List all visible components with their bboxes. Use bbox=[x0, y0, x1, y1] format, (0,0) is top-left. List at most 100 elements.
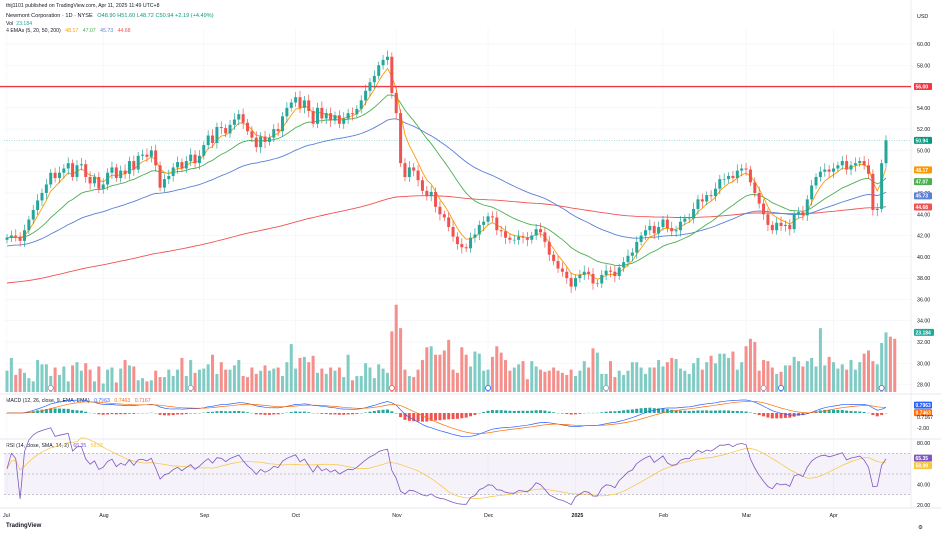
candle-body bbox=[114, 167, 118, 179]
candle-body bbox=[14, 235, 18, 237]
price-tick-label: 30.00 bbox=[917, 361, 930, 367]
candle-body bbox=[482, 221, 486, 225]
candle-body bbox=[372, 75, 376, 83]
macd-hist-bar bbox=[674, 410, 678, 413]
price-tick-label: 52.00 bbox=[917, 127, 930, 133]
candle-body bbox=[442, 214, 446, 218]
candle-body bbox=[342, 118, 346, 124]
candle-body bbox=[643, 230, 647, 236]
volume-legend[interactable]: Vol 23.184 bbox=[6, 21, 35, 27]
candle-body bbox=[797, 212, 801, 215]
volume-bar bbox=[818, 328, 822, 392]
volume-bar bbox=[604, 373, 608, 392]
candle-body bbox=[722, 179, 726, 180]
macd-hist-bar bbox=[84, 411, 88, 413]
macd-hist-bar bbox=[259, 413, 263, 415]
volume-bar bbox=[66, 381, 70, 392]
candle-body bbox=[44, 184, 48, 193]
event-marker-icon bbox=[603, 384, 610, 391]
macd-hist-bar bbox=[687, 410, 691, 413]
macd-hist-bar bbox=[705, 410, 709, 413]
volume-badge-label: 23.184 bbox=[916, 330, 932, 336]
ema-50-line bbox=[6, 118, 887, 247]
volume-bar bbox=[827, 356, 831, 392]
volume-bar bbox=[735, 369, 739, 392]
macd-hist-bar bbox=[832, 409, 836, 413]
price-tick-label: 36.00 bbox=[917, 297, 930, 303]
candle-body bbox=[337, 115, 341, 124]
macd-hist-bar bbox=[416, 413, 420, 422]
event-marker-icon bbox=[485, 384, 492, 391]
candle-body bbox=[591, 273, 595, 284]
volume-bar bbox=[613, 377, 617, 392]
candle-body bbox=[176, 162, 180, 168]
candle-body bbox=[368, 82, 372, 91]
candle-body bbox=[171, 167, 175, 176]
candle-body bbox=[858, 161, 862, 164]
macd-hist-bar bbox=[180, 413, 184, 415]
candle-body bbox=[455, 236, 459, 245]
macd-hist-bar bbox=[495, 410, 499, 413]
macd-hist-bar bbox=[438, 413, 442, 421]
rsi-badge bbox=[914, 462, 932, 470]
volume-bar bbox=[399, 328, 403, 392]
macd-hist-bar bbox=[613, 411, 617, 413]
price-badge bbox=[914, 178, 932, 186]
macd-hist-bar bbox=[132, 413, 136, 414]
volume-bar bbox=[114, 382, 118, 392]
volume-bar bbox=[849, 360, 853, 392]
grid bbox=[4, 28, 911, 500]
macd-hist-bar bbox=[657, 408, 661, 413]
volume-bar bbox=[307, 362, 311, 392]
volume-bar bbox=[858, 362, 862, 392]
candle-body bbox=[608, 270, 612, 272]
macd-legend[interactable]: MACD (12, 26, close, 9, EMA, EMA) 0.7963… bbox=[6, 398, 154, 404]
rsi-legend[interactable]: RSI (14, close, SMA, 14, 2) 65.35 58.09 bbox=[6, 443, 107, 449]
candle-body bbox=[801, 212, 805, 216]
macd-hist-bar bbox=[643, 407, 647, 413]
ema-5-line bbox=[6, 67, 887, 280]
macd-hist-bar bbox=[639, 408, 643, 413]
volume-bar bbox=[202, 368, 206, 392]
macd-hist-bar bbox=[298, 411, 302, 413]
volume-bar bbox=[709, 355, 713, 392]
candle-body bbox=[219, 126, 223, 129]
candle-body bbox=[687, 218, 691, 220]
volume-bar bbox=[464, 354, 468, 392]
volume-bar bbox=[259, 370, 263, 392]
price-badge bbox=[914, 203, 932, 211]
volume-bar bbox=[853, 369, 857, 392]
symbol-name[interactable]: Newmont Corporation · 1D · NYSE bbox=[6, 13, 93, 19]
volume-bar bbox=[700, 369, 704, 392]
event-marker-icon bbox=[878, 384, 885, 391]
candle-body bbox=[425, 190, 429, 197]
candle-body bbox=[827, 169, 831, 172]
macd-hist-bar bbox=[412, 413, 416, 422]
volume-bar bbox=[626, 370, 630, 392]
candle-body bbox=[350, 113, 354, 115]
candle-body bbox=[263, 136, 267, 142]
volume-bar bbox=[591, 348, 595, 392]
volume-bar bbox=[22, 372, 26, 392]
candle-body bbox=[97, 177, 101, 189]
volume-bar bbox=[705, 362, 709, 392]
volume-bars bbox=[5, 304, 897, 392]
candle-body bbox=[490, 216, 494, 218]
macd-label: MACD (12, 26, close, 9, EMA, EMA) bbox=[6, 398, 90, 404]
volume-bar bbox=[797, 361, 801, 392]
ema-legend[interactable]: 4 EMAs (5, 20, 50, 200) 48.17 47.07 45.7… bbox=[6, 28, 134, 34]
macd-hist-bar bbox=[425, 413, 429, 422]
macd-hist-bar bbox=[469, 413, 473, 417]
candle-body bbox=[267, 137, 271, 142]
volume-bar bbox=[119, 368, 123, 392]
volume-bar bbox=[324, 373, 328, 392]
volume-bar bbox=[434, 354, 438, 392]
rsi-tick-label: 40.00 bbox=[917, 482, 930, 488]
volume-bar bbox=[722, 353, 726, 392]
volume-bar bbox=[355, 376, 359, 392]
candle-body bbox=[355, 108, 359, 115]
candle-body bbox=[66, 163, 70, 169]
macd-hist-bar bbox=[385, 409, 389, 413]
candle-body bbox=[740, 168, 744, 171]
